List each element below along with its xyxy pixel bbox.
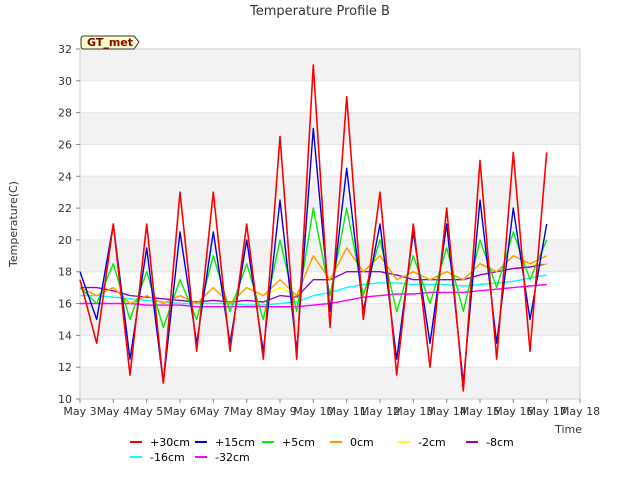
legend-item--16cm: -16cm: [130, 451, 185, 464]
x-tick-label: May 10: [293, 405, 333, 418]
x-tick-label: May 12: [360, 405, 400, 418]
y-tick-label: 28: [58, 107, 72, 120]
y-tick-label: 32: [58, 43, 72, 56]
legend-item-+30cm: +30cm: [130, 436, 190, 449]
legend-item-0cm: 0cm: [330, 436, 374, 449]
chart-gridlines: [80, 48, 580, 400]
grid-band: [80, 239, 580, 272]
chart-background-bands: [80, 49, 580, 399]
x-tick-label: May 18: [560, 405, 600, 418]
grid-band: [80, 112, 580, 145]
grid-band: [80, 176, 580, 209]
legend-label: -8cm: [486, 436, 514, 449]
legend-item-+15cm: +15cm: [195, 436, 255, 449]
y-tick-label: 30: [58, 75, 72, 88]
legend-label: -2cm: [418, 436, 446, 449]
x-tick-label: May 3: [63, 405, 96, 418]
series-line--32cm: [80, 283, 547, 308]
y-tick-label: 24: [58, 170, 72, 183]
y-axis-ticks: 10 12 14 16 18 20 22 24 26 28 30 32: [58, 43, 80, 406]
legend-label: +30cm: [150, 436, 190, 449]
x-tick-label: May 13: [393, 405, 433, 418]
y-tick-label: 18: [58, 266, 72, 279]
series-layer: [79, 64, 548, 392]
x-tick-label: May 17: [527, 405, 567, 418]
legend-item--2cm: -2cm: [398, 436, 446, 449]
series-line--8cm: [80, 263, 547, 303]
x-tick-label: May 9: [263, 405, 296, 418]
y-tick-label: 20: [58, 234, 72, 247]
legend-label: -16cm: [150, 451, 185, 464]
x-tick-label: May 16: [493, 405, 533, 418]
x-tick-label: May 7: [197, 405, 230, 418]
gt-met-badge-label: GT_met: [87, 36, 133, 49]
x-tick-label: May 14: [427, 405, 467, 418]
x-tick-label: May 11: [327, 405, 367, 418]
chart-title: Temperature Profile B: [249, 4, 390, 19]
y-tick-label: 26: [58, 138, 72, 151]
y-tick-label: 10: [58, 393, 72, 406]
x-axis-label: Time: [554, 423, 582, 436]
legend-label: 0cm: [350, 436, 374, 449]
x-tick-label: May 15: [460, 405, 500, 418]
series-line-+30cm: [79, 64, 548, 392]
series-line-+5cm: [79, 207, 548, 329]
gt-met-badge: GT_met: [80, 35, 140, 50]
x-tick-label: May 8: [230, 405, 263, 418]
y-tick-label: 14: [58, 329, 72, 342]
series-line-0cm: [79, 247, 548, 305]
x-tick-label: May 4: [97, 405, 130, 418]
legend-label: +15cm: [215, 436, 255, 449]
y-axis-label: Temperature(C): [7, 181, 20, 268]
legend-label: -32cm: [215, 451, 250, 464]
grid-band: [80, 49, 580, 81]
legend-item--32cm: -32cm: [195, 451, 250, 464]
x-tick-label: May 6: [163, 405, 196, 418]
legend-item--8cm: -8cm: [466, 436, 514, 449]
y-tick-label: 22: [58, 202, 72, 215]
grid-band: [80, 367, 580, 399]
legend-label: +5cm: [282, 436, 315, 449]
plot-frame: [79, 48, 581, 400]
y-tick-label: 16: [58, 298, 72, 311]
y-tick-label: 12: [58, 361, 72, 374]
x-tick-label: May 5: [130, 405, 163, 418]
chart-legend: +30cm +15cm +5cm 0cm -2cm -8cm -16cm -32cm: [130, 436, 514, 464]
legend-item-+5cm: +5cm: [262, 436, 315, 449]
